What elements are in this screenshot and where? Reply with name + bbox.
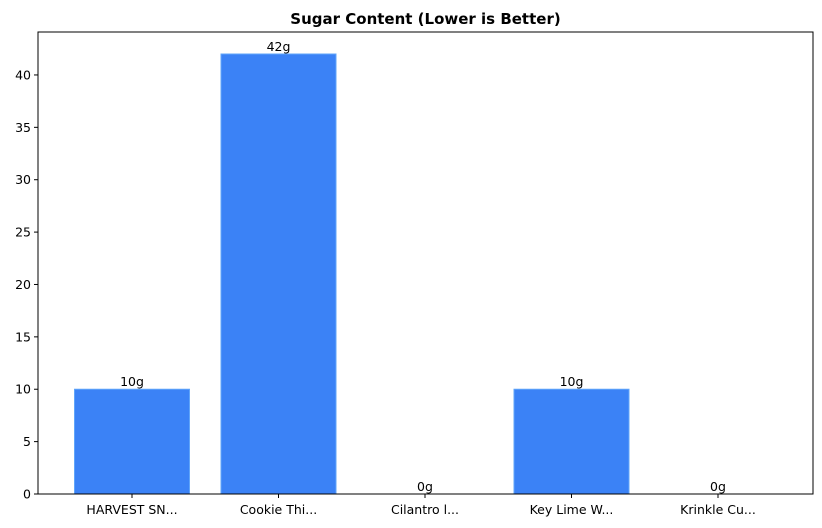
x-tick-label: HARVEST SN... (86, 502, 177, 517)
y-tick-label: 15 (15, 329, 31, 344)
x-tick-label: Krinkle Cu... (680, 502, 756, 517)
bar (220, 53, 337, 495)
y-tick-label: 0 (23, 487, 31, 502)
x-tick-label: Key Lime W... (530, 502, 614, 517)
x-tick-label: Cilantro l... (391, 502, 459, 517)
bar (74, 388, 190, 495)
data-label: 10g (560, 374, 584, 389)
y-tick-label: 30 (15, 172, 31, 187)
chart-title: Sugar Content (Lower is Better) (290, 10, 560, 28)
x-tick-label: Cookie Thi... (240, 502, 317, 517)
data-label: 0g (710, 479, 726, 494)
data-label: 10g (120, 374, 144, 389)
y-tick-label: 20 (15, 277, 31, 292)
y-tick-label: 40 (15, 67, 31, 82)
y-tick-label: 10 (15, 382, 31, 397)
data-labels-group: 10g 42g 0g 10g 0g (120, 39, 726, 494)
y-axis-ticks: 0 5 10 15 20 25 30 35 40 (15, 67, 38, 502)
plot-area-frame (37, 31, 814, 495)
data-label: 0g (417, 479, 433, 494)
data-label: 42g (267, 39, 291, 54)
y-tick-label: 5 (23, 434, 31, 449)
y-tick-label: 35 (15, 120, 31, 135)
bar (513, 388, 630, 495)
bars-group (74, 53, 630, 495)
y-tick-label: 25 (15, 225, 31, 240)
x-axis-ticks: HARVEST SN... Cookie Thi... Cilantro l... K… (86, 494, 756, 517)
